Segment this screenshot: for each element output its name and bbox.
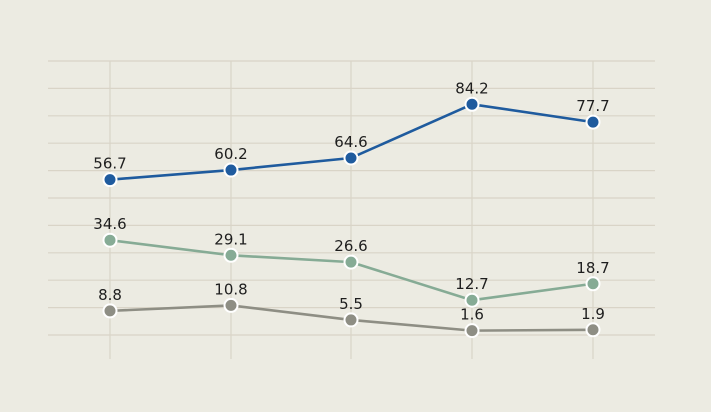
series-layer [102, 96, 601, 339]
data-label: 26.6 [334, 237, 367, 255]
grid [48, 60, 655, 359]
data-point[interactable] [464, 323, 480, 339]
data-point[interactable] [102, 172, 118, 188]
data-label: 29.1 [214, 230, 247, 248]
data-point[interactable] [464, 292, 480, 308]
data-point[interactable] [343, 312, 359, 328]
data-point[interactable] [585, 276, 601, 292]
data-label: 12.7 [455, 275, 488, 293]
data-labels: 56.7 60.2 64.6 84.2 77.7 34.6 29.1 26.6 12.7 18.7… [93, 79, 609, 323]
data-point[interactable] [223, 297, 239, 313]
data-label: 10.8 [214, 280, 247, 298]
data-label: 60.2 [214, 145, 247, 163]
data-label: 5.5 [339, 295, 363, 313]
data-point[interactable] [102, 232, 118, 248]
data-label: 1.9 [581, 305, 605, 323]
data-point[interactable] [343, 150, 359, 166]
data-point[interactable] [343, 254, 359, 270]
data-label: 84.2 [455, 79, 488, 97]
data-label: 77.7 [576, 97, 609, 115]
data-point[interactable] [223, 247, 239, 263]
data-label: 56.7 [93, 155, 126, 173]
data-point[interactable] [585, 322, 601, 338]
data-label: 18.7 [576, 259, 609, 277]
data-point[interactable] [223, 162, 239, 178]
data-label: 34.6 [93, 215, 126, 233]
data-point[interactable] [102, 303, 118, 319]
data-point[interactable] [585, 114, 601, 130]
data-label: 8.8 [98, 286, 122, 304]
data-point[interactable] [464, 96, 480, 112]
data-label: 64.6 [334, 133, 367, 151]
data-label: 1.6 [460, 306, 484, 324]
